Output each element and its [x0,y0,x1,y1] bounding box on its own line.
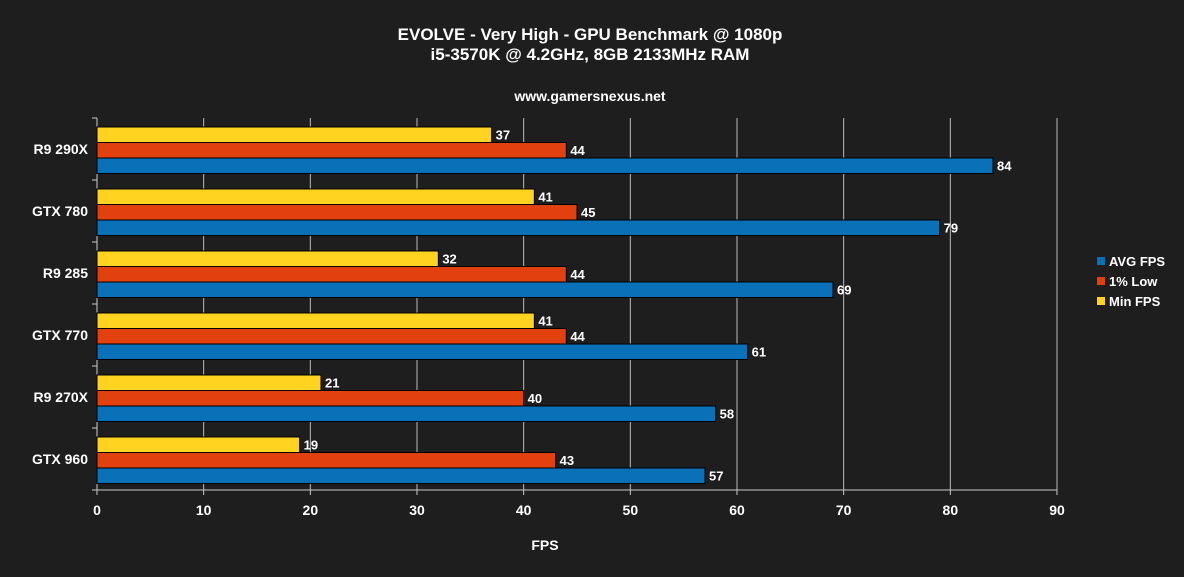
legend-swatch [1097,297,1105,305]
category-label: GTX 770 [32,327,88,343]
bar [96,452,557,469]
chart-subtitle: i5-3570K @ 4.2GHz, 8GB 2133MHz RAM [431,45,750,64]
bar [96,126,493,143]
bar [96,157,994,174]
chart-title: EVOLVE - Very High - GPU Benchmark @ 108… [398,25,783,44]
legend-label: 1% Low [1109,274,1158,289]
data-label: 57 [709,469,723,484]
bar [96,281,834,298]
category-label: R9 285 [43,265,88,281]
bar [96,343,749,360]
bar [96,250,439,267]
bar [96,188,535,205]
bar [96,328,567,345]
bar [96,219,941,236]
bar [96,467,706,484]
data-label: 43 [560,453,574,468]
data-label: 44 [570,143,585,158]
data-label: 58 [720,407,734,422]
x-tick-label: 0 [93,502,101,518]
data-label: 69 [837,283,851,298]
data-label: 40 [528,391,542,406]
data-label: 37 [496,128,510,143]
category-label: R9 290X [34,141,89,157]
bar [96,405,717,422]
x-tick-label: 30 [409,502,425,518]
data-label: 19 [304,438,318,453]
data-label: 84 [997,159,1012,174]
data-label: 41 [538,190,552,205]
data-label: 44 [570,329,585,344]
x-tick-label: 10 [196,502,212,518]
data-label: 45 [581,205,595,220]
category-label: GTX 780 [32,203,88,219]
legend-swatch [1097,257,1105,265]
x-tick-label: 70 [836,502,852,518]
category-label: GTX 960 [32,451,88,467]
bar [96,374,322,391]
x-tick-label: 80 [943,502,959,518]
x-tick-label: 90 [1049,502,1065,518]
bar [96,312,535,329]
x-tick-label: 20 [303,502,319,518]
legend-label: AVG FPS [1109,254,1165,269]
bar [96,204,578,221]
data-label: 21 [325,376,339,391]
bar [96,266,567,283]
category-label: R9 270X [34,389,89,405]
x-axis-label: FPS [531,537,558,553]
data-label: 32 [442,252,456,267]
x-tick-label: 60 [729,502,745,518]
legend-swatch [1097,277,1105,285]
data-label: 61 [752,345,766,360]
legend-label: Min FPS [1109,294,1161,309]
data-label: 79 [944,221,958,236]
chart-source: www.gamersnexus.net [513,88,666,104]
x-tick-label: 50 [623,502,639,518]
x-tick-label: 40 [516,502,532,518]
bar [96,142,567,159]
bar [96,436,301,453]
data-label: 41 [538,314,552,329]
data-label: 44 [570,267,585,282]
bar [96,390,525,407]
